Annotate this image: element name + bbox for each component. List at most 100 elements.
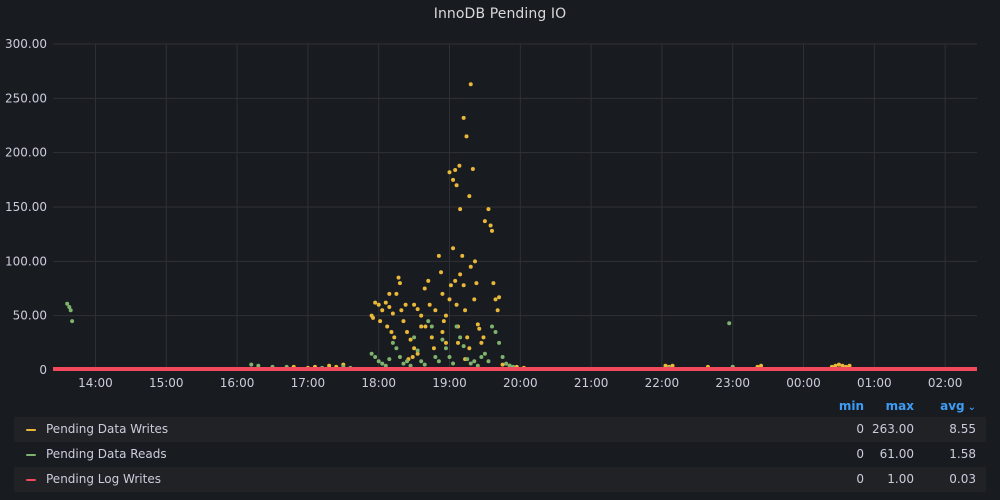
y-tick-label: 200.00 — [5, 146, 47, 160]
y-tick-label: 0 — [39, 363, 47, 377]
data-point-pending-data-reads — [504, 361, 509, 366]
legend-series-name[interactable]: Pending Data Reads — [46, 447, 167, 461]
legend-row-pending-log-writes[interactable]: Pending Log Writes 0 1.00 0.03 — [14, 467, 986, 492]
data-point-pending-data-writes — [461, 115, 466, 120]
series-color-swatch[interactable] — [26, 479, 36, 481]
data-point-pending-data-writes — [433, 308, 438, 313]
data-point-pending-data-reads — [387, 357, 392, 362]
data-point-pending-data-writes — [401, 319, 406, 324]
data-point-pending-data-reads — [376, 359, 381, 364]
data-point-pending-data-reads — [67, 304, 72, 309]
data-point-pending-data-reads — [465, 357, 470, 362]
legend-col-max[interactable]: max — [885, 399, 914, 413]
data-point-pending-data-writes — [396, 275, 401, 280]
data-point-pending-data-reads — [489, 324, 494, 329]
x-tick-label: 16:00 — [220, 376, 255, 390]
data-point-pending-data-writes — [441, 319, 446, 324]
data-point-pending-data-reads — [454, 324, 459, 329]
data-point-pending-data-writes — [833, 363, 838, 368]
data-point-pending-data-writes — [429, 335, 434, 340]
data-point-pending-data-writes — [479, 340, 484, 345]
data-point-pending-data-writes — [847, 363, 852, 368]
data-point-pending-data-writes — [436, 253, 441, 258]
y-tick-label: 50.00 — [13, 309, 47, 323]
data-point-pending-data-writes — [470, 166, 475, 171]
data-point-pending-data-writes — [419, 313, 424, 318]
data-point-pending-data-writes — [443, 340, 448, 345]
data-point-pending-data-writes — [419, 324, 424, 329]
legend-series-name[interactable]: Pending Data Writes — [46, 422, 169, 436]
series-color-swatch[interactable] — [26, 429, 36, 431]
data-point-pending-data-writes — [392, 335, 397, 340]
x-tick-label: 02:00 — [928, 376, 963, 390]
legend-col-avg[interactable]: avg ⌄ — [940, 399, 976, 413]
data-point-pending-data-writes — [759, 363, 764, 368]
data-point-pending-data-reads — [433, 354, 438, 359]
legend-max-value: 1.00 — [887, 472, 914, 486]
data-point-pending-data-reads — [401, 361, 406, 366]
data-point-pending-data-reads — [380, 361, 385, 366]
data-point-pending-data-writes — [415, 307, 420, 312]
legend-avg-value: 1.58 — [949, 447, 976, 461]
legend-col-min[interactable]: min — [838, 399, 864, 413]
chevron-down-icon: ⌄ — [967, 402, 976, 413]
data-point-pending-data-writes — [454, 183, 459, 188]
data-point-pending-data-reads — [440, 337, 445, 342]
data-point-pending-data-writes — [387, 304, 392, 309]
data-point-pending-data-writes — [451, 246, 456, 251]
data-point-pending-data-writes — [458, 207, 463, 212]
data-point-pending-data-writes — [489, 228, 494, 233]
legend-series-name[interactable]: Pending Log Writes — [46, 472, 161, 486]
legend-row-pending-data-reads[interactable]: Pending Data Reads 0 61.00 1.58 — [14, 442, 986, 467]
data-point-pending-data-writes — [394, 291, 399, 296]
x-axis: 14:00 15:00 16:00 17:00 18:00 19:00 20:00 21:00… — [78, 376, 962, 390]
data-point-pending-data-writes — [385, 324, 390, 329]
data-point-pending-data-writes — [500, 362, 505, 367]
data-point-pending-data-writes — [447, 297, 452, 302]
legend-row-pending-data-writes[interactable]: Pending Data Writes 0 263.00 8.55 — [14, 417, 986, 442]
data-point-pending-data-reads — [415, 348, 420, 353]
data-point-pending-data-writes — [440, 329, 445, 334]
data-point-pending-data-writes — [408, 337, 413, 342]
data-point-pending-data-writes — [376, 302, 381, 307]
data-point-pending-data-reads — [412, 335, 417, 340]
data-point-pending-data-writes — [390, 311, 395, 316]
data-point-pending-data-reads — [500, 354, 505, 359]
data-point-pending-data-reads — [461, 344, 466, 349]
x-tick-label: 00:00 — [786, 376, 821, 390]
data-point-pending-data-writes — [423, 324, 428, 329]
data-point-pending-data-writes — [840, 363, 845, 368]
data-point-pending-data-writes — [443, 313, 448, 318]
data-point-pending-data-writes — [412, 346, 417, 351]
data-point-pending-data-reads — [443, 346, 448, 351]
y-tick-label: 250.00 — [5, 91, 47, 105]
x-tick-label: 20:00 — [503, 376, 538, 390]
legend-min-value: 0 — [856, 472, 864, 486]
data-point-pending-data-writes — [460, 253, 465, 258]
data-point-pending-data-reads — [475, 363, 480, 368]
data-point-pending-data-writes — [488, 223, 493, 228]
x-tick-label: 22:00 — [645, 376, 680, 390]
data-point-pending-data-reads — [383, 363, 388, 368]
data-point-pending-data-writes — [448, 283, 453, 288]
data-point-pending-data-writes — [380, 308, 385, 313]
data-point-pending-data-writes — [468, 82, 473, 87]
chart-plot: 0 50.00 100.00 150.00 200.00 250.00 300.00 14:… — [5, 37, 977, 390]
panel-title[interactable]: InnoDB Pending IO — [433, 6, 567, 22]
data-point-pending-data-writes — [670, 363, 675, 368]
data-point-pending-data-writes — [453, 278, 458, 283]
series-color-swatch[interactable] — [26, 454, 36, 456]
data-point-pending-data-reads — [497, 340, 502, 345]
data-point-pending-data-reads — [70, 319, 75, 324]
data-point-pending-data-reads — [408, 363, 413, 368]
data-point-pending-data-reads — [436, 359, 441, 364]
legend-avg-value: 8.55 — [949, 422, 976, 436]
data-point-pending-data-writes — [373, 300, 378, 305]
x-tick-label: 21:00 — [574, 376, 609, 390]
data-point-pending-data-reads — [486, 359, 491, 364]
data-point-pending-data-reads — [493, 329, 498, 334]
data-point-pending-data-reads — [447, 354, 452, 359]
data-point-pending-data-writes — [454, 302, 459, 307]
data-point-pending-data-reads — [256, 363, 261, 368]
legend-avg-value: 0.03 — [949, 472, 976, 486]
